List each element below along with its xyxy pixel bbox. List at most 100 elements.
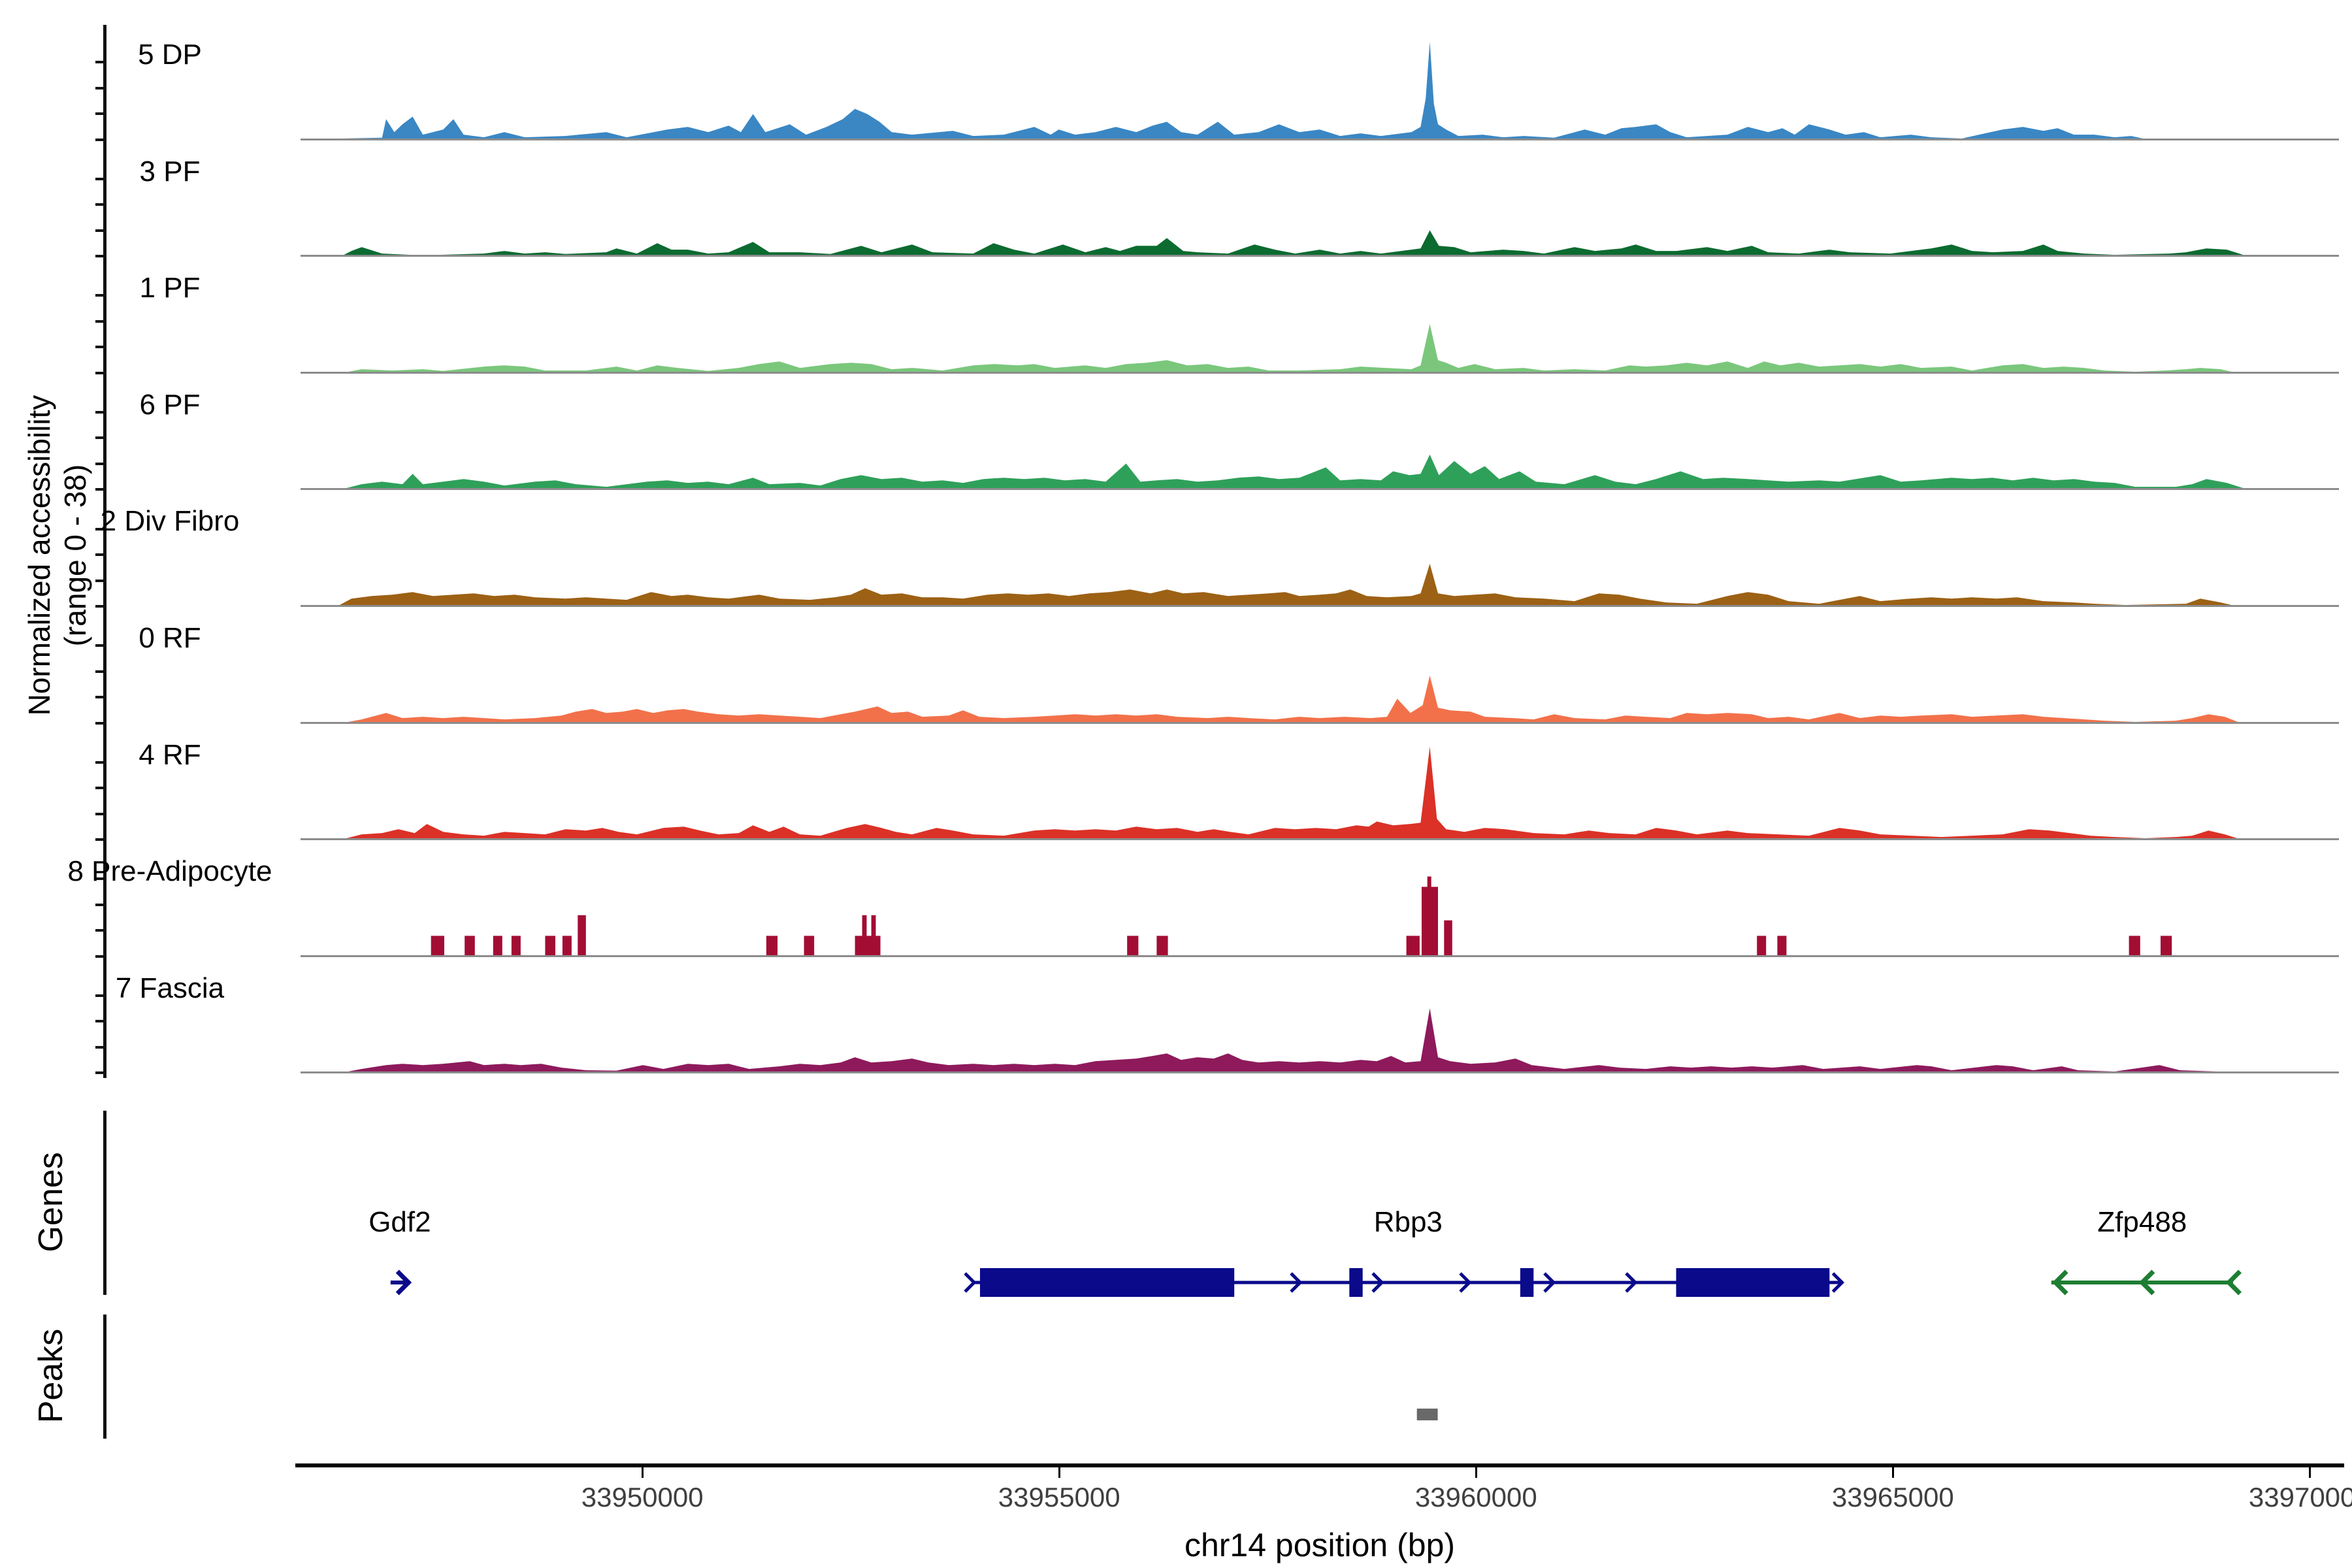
gene-exon xyxy=(1349,1268,1363,1297)
y-axis-tick xyxy=(95,410,105,414)
signal-bar xyxy=(1406,936,1416,956)
x-axis-tick-label: 33950000 xyxy=(581,1482,704,1512)
peaks-axis-line xyxy=(103,1315,106,1439)
track-label-4-rf: 4 RF xyxy=(139,738,201,771)
signal-bar xyxy=(511,936,521,956)
gene-exon xyxy=(1520,1268,1534,1297)
strand-arrow-icon xyxy=(395,1269,412,1296)
y-axis-tick xyxy=(95,877,105,881)
track-label-0-rf: 0 RF xyxy=(139,622,201,654)
gene-exon xyxy=(980,1268,1235,1297)
y-axis-tick xyxy=(95,605,105,608)
signal-bar xyxy=(1777,936,1787,956)
signal-bar xyxy=(562,936,572,956)
y-axis-title-line2: (range 0 - 38) xyxy=(58,464,92,647)
peak-region xyxy=(1416,1409,1438,1420)
track-baseline xyxy=(301,838,2339,841)
signal-bar xyxy=(465,936,475,956)
strand-arrow-icon xyxy=(964,1272,977,1293)
strand-arrow-icon xyxy=(1459,1272,1472,1293)
x-axis-tick-label: 33970000 xyxy=(2248,1482,2352,1512)
signal-bar xyxy=(871,915,876,956)
gene-gdf2: Gdf2 xyxy=(368,1206,431,1296)
signal-bar xyxy=(1757,936,1767,956)
x-axis-line xyxy=(295,1463,2344,1467)
signal-bar xyxy=(1127,936,1139,956)
y-axis-tick xyxy=(95,760,105,764)
strand-arrow-icon xyxy=(2225,1269,2242,1296)
gene-label: Zfp488 xyxy=(2097,1206,2187,1238)
signal-2-div-fibro xyxy=(337,563,2238,606)
y-axis-tick xyxy=(95,903,105,906)
area-path xyxy=(337,563,2238,606)
gene-label: Gdf2 xyxy=(368,1206,431,1238)
y-axis-tick xyxy=(95,644,105,647)
track-baseline xyxy=(301,605,2339,607)
y-axis-title-line1: Normalized accessibility xyxy=(22,395,56,716)
track-label-8-pre-adipocyte: 8 Pre-Adipocyte xyxy=(67,855,272,888)
y-axis-tick xyxy=(95,670,105,673)
peaks-track xyxy=(1416,1409,1438,1420)
y-axis-tick xyxy=(95,1045,105,1049)
y-axis-tick xyxy=(95,371,105,374)
signal-bar xyxy=(804,936,815,956)
gene-exon xyxy=(1676,1268,1830,1297)
y-axis-line xyxy=(103,25,106,1078)
signal-bar xyxy=(766,936,778,956)
x-axis-tick xyxy=(1475,1467,1477,1478)
y-axis-tick xyxy=(95,579,105,582)
signal-8-pre-adipocyte xyxy=(431,876,2172,956)
y-axis-tick xyxy=(95,527,105,531)
signal-3-pf xyxy=(341,230,2247,257)
signal-bar xyxy=(855,936,881,956)
y-axis-tick xyxy=(95,488,105,491)
y-axis-tick xyxy=(95,721,105,725)
signal-bar xyxy=(545,936,555,956)
strand-arrow-icon xyxy=(1831,1272,1844,1293)
area-path xyxy=(341,323,2238,373)
track-baseline xyxy=(301,721,2339,724)
y-axis-tick xyxy=(95,696,105,699)
genes-track: Gdf2 Rbp3 Zfp488 xyxy=(368,1206,2242,1297)
area-path xyxy=(331,41,2156,140)
y-axis-tick xyxy=(95,229,105,232)
y-axis-tick xyxy=(95,138,105,141)
area-path xyxy=(341,747,2242,840)
y-axis-tick xyxy=(95,955,105,958)
track-baseline xyxy=(301,1071,2339,1074)
track-baseline xyxy=(301,488,2339,491)
signal-bar xyxy=(493,936,502,956)
x-axis-title: chr14 position (bp) xyxy=(1184,1527,1456,1563)
strand-arrow-icon xyxy=(2052,1269,2068,1296)
strand-arrow-icon xyxy=(1290,1272,1303,1293)
signal-bar xyxy=(431,936,444,956)
y-axis-tick xyxy=(95,294,105,297)
signal-1-pf xyxy=(341,323,2238,373)
signal-bar xyxy=(862,915,867,956)
area-path xyxy=(341,455,2247,490)
strand-arrow-icon xyxy=(1625,1272,1638,1293)
gene-zfp488: Zfp488 xyxy=(2051,1206,2242,1296)
track-label-7-fascia: 7 Fascia xyxy=(115,972,225,1004)
signal-bar xyxy=(1414,936,1420,956)
y-axis-title: Normalized accessibility (range 0 - 38) xyxy=(22,229,93,882)
signal-bar xyxy=(2161,936,2172,956)
x-axis-tick xyxy=(1891,1467,1894,1478)
genes-axis-line xyxy=(103,1111,106,1295)
y-axis-tick xyxy=(95,1071,105,1075)
track-label-1-pf: 1 PF xyxy=(139,272,201,304)
signal-4-rf xyxy=(341,747,2242,840)
y-axis-tick xyxy=(95,838,105,841)
y-axis-tick xyxy=(95,61,105,64)
track-label-6-pf: 6 PF xyxy=(139,388,201,421)
y-axis-tick xyxy=(95,462,105,465)
signal-bar xyxy=(1156,936,1168,956)
y-axis-tick xyxy=(95,319,105,323)
signal-0-rf xyxy=(341,675,2242,723)
y-axis-tick xyxy=(95,994,105,997)
y-axis-tick xyxy=(95,112,105,116)
signal-bar xyxy=(1444,920,1452,956)
signal-7-fascia xyxy=(341,1008,2238,1073)
gene-label: Rbp3 xyxy=(1374,1206,1443,1238)
